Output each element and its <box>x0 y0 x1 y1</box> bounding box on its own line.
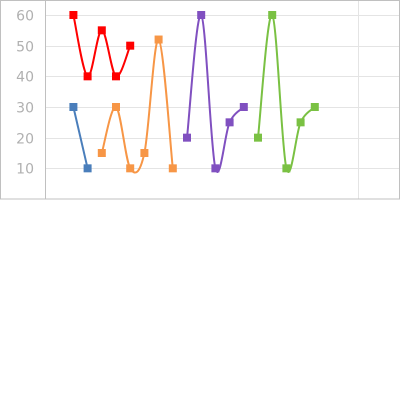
series-green <box>254 11 319 173</box>
y-tick-label: 50 <box>16 40 34 56</box>
data-point-purple <box>239 103 248 111</box>
y-tick-label: 40 <box>16 70 34 86</box>
data-point-orange <box>126 164 135 173</box>
data-point-green <box>254 133 262 142</box>
axes <box>0 0 400 200</box>
data-point-blue <box>83 164 92 173</box>
series-blue <box>69 103 92 173</box>
data-point-red <box>83 72 92 81</box>
series <box>69 11 319 174</box>
y-tick-label: 10 <box>16 162 34 178</box>
data-point-red <box>112 72 120 81</box>
data-point-purple <box>225 118 234 127</box>
series-purple <box>183 11 248 173</box>
series-line-purple <box>186 13 245 173</box>
chart-frame <box>0 0 400 200</box>
data-point-orange <box>154 35 163 44</box>
y-tick-label: 60 <box>16 9 34 25</box>
series-line-green <box>257 13 316 173</box>
data-point-green <box>268 11 277 19</box>
data-point-purple <box>197 11 206 19</box>
data-point-green <box>296 118 305 127</box>
data-point-red <box>69 11 78 19</box>
series-line-blue <box>72 106 89 169</box>
data-point-purple <box>211 164 220 173</box>
data-point-blue <box>69 103 78 111</box>
y-tick-labels: 10 20 30 40 50 60 <box>16 9 34 178</box>
data-point-orange <box>168 164 177 173</box>
series-red <box>69 11 135 81</box>
data-point-orange <box>97 149 106 157</box>
data-point-green <box>310 103 319 111</box>
y-tick-label: 20 <box>16 132 34 148</box>
data-point-orange <box>112 103 120 111</box>
data-point-red <box>97 26 106 35</box>
series-orange <box>97 35 177 174</box>
data-point-orange <box>140 149 149 157</box>
data-point-green <box>282 164 291 173</box>
y-tick-label: 30 <box>16 101 34 117</box>
series-line-red <box>72 14 132 78</box>
data-point-red <box>126 41 135 50</box>
data-point-purple <box>183 133 191 142</box>
